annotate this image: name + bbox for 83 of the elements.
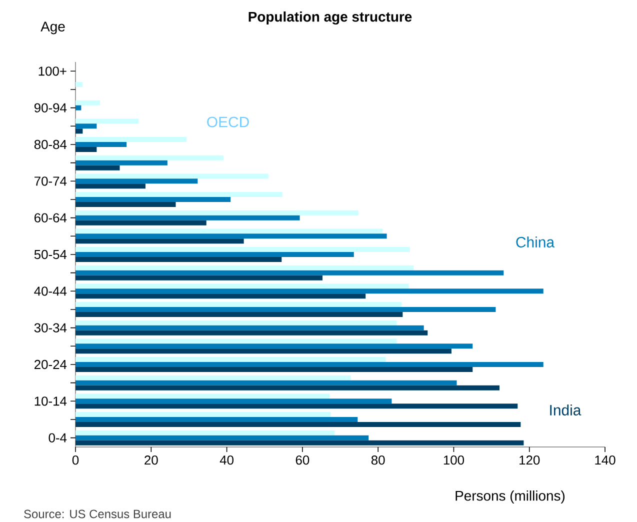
bar [76,338,397,344]
bar [76,202,176,207]
bar [76,356,386,362]
x-tick-label: 40 [220,456,234,465]
bar [76,124,97,129]
bar [76,330,428,336]
bar [76,238,244,244]
bar [76,366,473,372]
x-tick-label: 0 [72,456,79,465]
bar [76,362,544,367]
y-tick-label: 90-94 [34,103,67,112]
y-tick-label: 100+ [38,66,66,76]
bar [76,422,521,427]
bar [76,82,83,87]
text: India [550,404,582,416]
y-tick-label: 70-74 [34,176,67,186]
x-axis-title: Persons (millions) [456,490,565,504]
bar [76,325,424,330]
y-axis-title: Age [40,22,65,34]
bar [76,174,268,179]
bar [76,320,397,326]
bar [76,118,139,124]
bar [76,165,120,170]
bar [76,142,127,147]
bar [76,196,231,202]
bar [76,146,97,152]
bar [76,228,383,234]
bar [76,265,414,270]
y-tick-label: 20-24 [34,360,67,370]
x-tick-label: 60 [296,456,310,465]
y-tick-label: 10-14 [34,396,67,406]
bar [76,246,410,252]
series-label: China [516,236,555,248]
bar [76,430,335,436]
series-label: OECD [207,116,249,128]
y-tick-label: 80-84 [34,140,67,150]
bar [76,128,83,134]
bar [76,380,457,386]
bar [76,220,206,226]
bar [76,160,168,166]
chart-title: Population age structure [248,11,412,25]
bar [76,270,504,276]
bar [76,394,330,399]
bar [76,288,544,294]
bar [76,375,351,380]
bar [76,416,358,422]
x-tick-label: 120 [520,456,540,465]
bar [76,105,82,110]
bar [76,256,282,262]
bar [76,136,187,142]
source-note: Source: US Census Bureau [24,510,171,518]
bar [76,234,387,239]
bar [76,344,473,349]
bar [76,385,500,390]
bar [76,440,524,446]
bar [76,348,452,354]
y-tick-label: 0-4 [48,433,67,442]
x-tick-label: 20 [144,456,158,465]
bar [76,215,300,220]
y-tick-label: 30-34 [34,323,67,332]
bar [76,302,402,307]
bar [76,178,198,184]
y-tick-label: 50-54 [34,250,67,260]
bar [76,184,146,189]
bar [76,404,518,409]
bar [76,312,403,317]
bar [76,412,331,417]
x-tick-label: 140 [595,456,616,465]
bar [76,100,100,106]
x-tick-label: 100 [444,456,464,465]
bar [76,155,224,160]
bar [76,275,322,280]
bar [76,210,358,216]
y-tick-label: 60-64 [34,213,67,222]
bar [76,192,282,197]
bar [76,294,366,299]
bar [76,306,496,312]
y-tick-label: 40-44 [34,286,67,296]
bar [76,252,354,257]
bar [76,398,392,404]
x-tick-label: 80 [371,456,385,465]
bar [76,284,409,289]
bar [76,435,369,440]
